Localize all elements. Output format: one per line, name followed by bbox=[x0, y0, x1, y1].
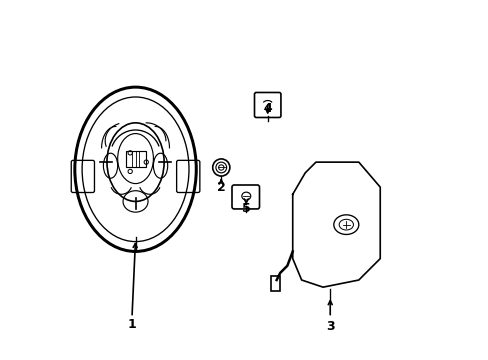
Text: 4: 4 bbox=[263, 102, 271, 115]
Polygon shape bbox=[292, 162, 380, 287]
Bar bbox=[271, 276, 280, 291]
Text: 2: 2 bbox=[217, 181, 225, 194]
Text: 3: 3 bbox=[325, 320, 334, 333]
Bar bbox=[125, 152, 145, 167]
Text: 5: 5 bbox=[242, 202, 250, 215]
Text: 1: 1 bbox=[127, 318, 136, 331]
